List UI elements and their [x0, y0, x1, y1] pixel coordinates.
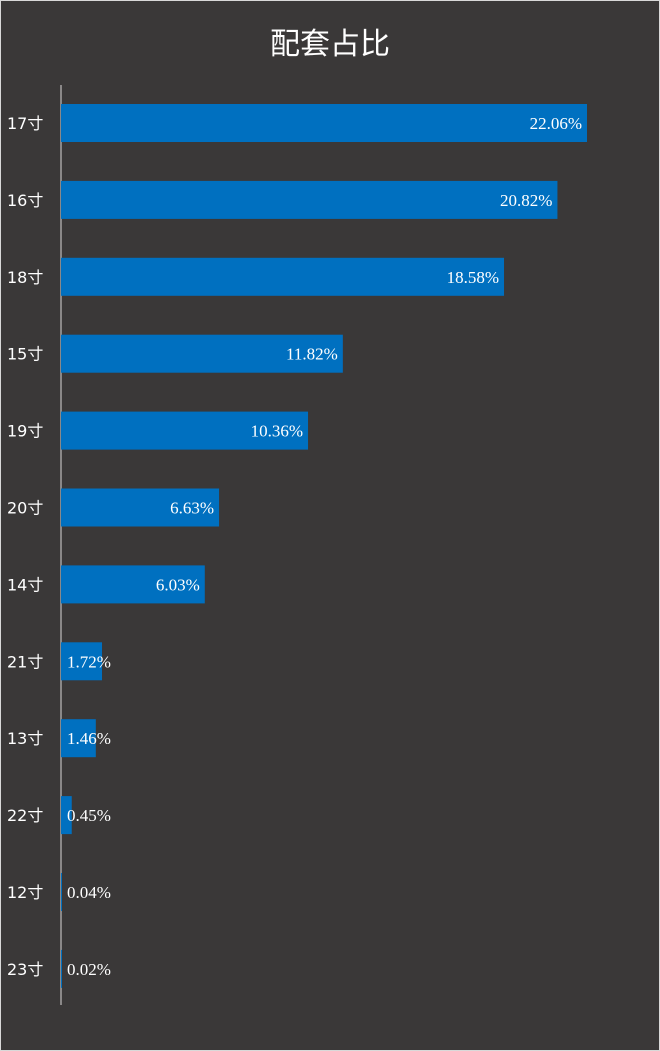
category-label: 19寸 — [7, 422, 43, 441]
bar-20寸 — [61, 488, 220, 527]
category-label: 12寸 — [7, 883, 43, 902]
value-label: 6.03% — [156, 575, 200, 594]
bar-15寸 — [61, 334, 343, 373]
bar-19寸 — [61, 411, 309, 450]
bar-23寸 — [61, 949, 62, 988]
value-label: 22.06% — [530, 114, 582, 133]
bar-18寸 — [61, 257, 505, 296]
value-label: 0.02% — [67, 960, 111, 979]
value-label: 0.04% — [67, 883, 111, 902]
bar-17寸 — [61, 104, 587, 142]
category-label: 18寸 — [7, 268, 43, 287]
value-label: 18.58% — [447, 268, 499, 287]
value-label: 1.72% — [67, 652, 111, 671]
value-label: 6.63% — [170, 499, 214, 518]
bar-13寸 — [61, 719, 96, 758]
value-label: 11.82% — [286, 345, 338, 364]
category-label: 14寸 — [7, 575, 43, 594]
value-label: 10.36% — [251, 422, 303, 441]
category-label: 17寸 — [7, 114, 43, 133]
category-label: 15寸 — [7, 345, 43, 364]
value-label: 1.46% — [67, 729, 111, 748]
category-label: 23寸 — [7, 960, 43, 979]
chart-title: 配套占比 — [270, 27, 390, 62]
category-label: 22寸 — [7, 806, 43, 825]
category-label: 13寸 — [7, 729, 43, 748]
value-label: 0.45% — [67, 806, 111, 825]
bar-14寸 — [61, 565, 205, 604]
bar-16寸 — [61, 180, 558, 219]
bar-21寸 — [61, 642, 103, 681]
category-label: 20寸 — [7, 499, 43, 518]
bar-12寸 — [61, 873, 62, 911]
category-label: 16寸 — [7, 191, 43, 210]
value-label: 20.82% — [500, 191, 552, 210]
category-label: 21寸 — [7, 652, 43, 671]
bar-22寸 — [61, 796, 72, 835]
